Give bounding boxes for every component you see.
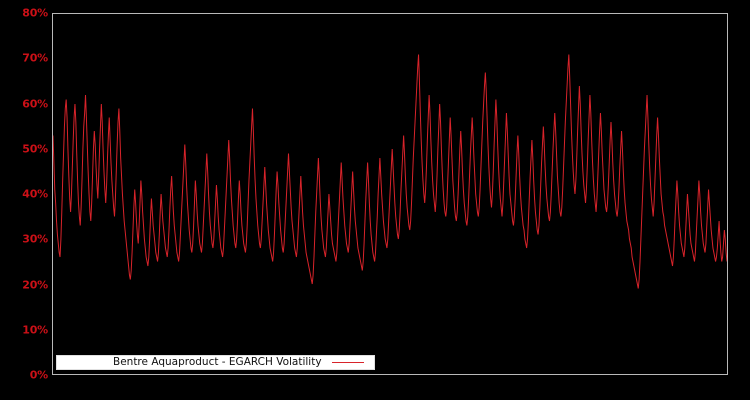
y-tick-label: 50%	[22, 142, 48, 156]
legend: Bentre Aquaproduct - EGARCH Volatility	[56, 355, 375, 370]
y-tick-label: 60%	[22, 97, 48, 110]
series-line	[53, 54, 727, 289]
y-tick-label: 20%	[22, 278, 48, 291]
y-tick-label: 30%	[22, 232, 48, 246]
legend-label: Bentre Aquaproduct - EGARCH Volatility	[113, 356, 322, 369]
plot-area	[52, 13, 728, 375]
y-tick-label: 0%	[29, 368, 48, 382]
y-tick-label: 80%	[22, 6, 48, 20]
legend-line-sample	[331, 362, 364, 363]
volatility-series	[53, 54, 727, 289]
y-tick-label: 70%	[22, 51, 48, 65]
y-tick-label: 40%	[22, 187, 48, 201]
y-tick-label: 10%	[22, 323, 48, 337]
y-axis: 0% 10% 20% 30% 40% 50% 60% 70% 80%	[0, 0, 52, 400]
